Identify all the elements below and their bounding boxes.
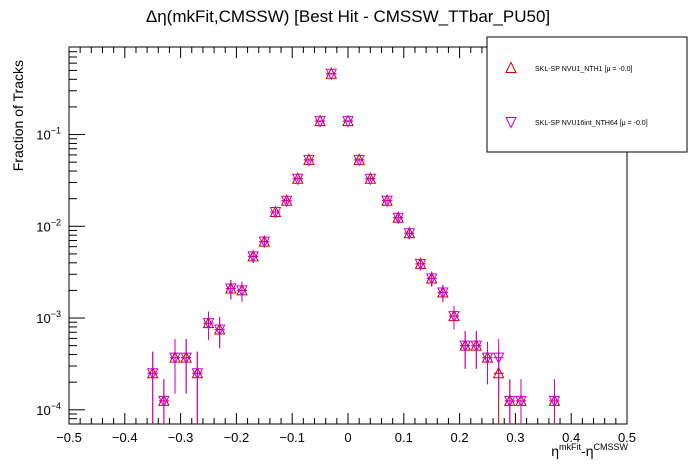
data-point: [448, 311, 460, 323]
x-tick-label: 0.2: [451, 430, 469, 445]
x-tick-label: 0.5: [618, 430, 636, 445]
y-tick-label: 10−1: [36, 126, 61, 143]
data-point: [158, 395, 170, 408]
legend: SKL-SP NVU1_NTH1 [μ = -0.0] SKL-SP NVU16i…: [486, 36, 688, 153]
data-point: [470, 340, 483, 353]
data-point: [146, 368, 159, 380]
data-point: [269, 207, 282, 219]
y-axis-ticks: 10−4 10−3 10−2 10−1: [36, 46, 85, 425]
data-point: [202, 318, 215, 330]
data-point: [213, 324, 226, 337]
legend-marker: [505, 61, 517, 73]
data-point: [258, 236, 271, 249]
data-point: [225, 283, 237, 296]
data-point: [548, 395, 561, 408]
y-tick-label: 10−3: [36, 309, 61, 326]
x-tick-label: −0.3: [168, 430, 194, 445]
data-point: [353, 154, 365, 167]
series-2: [146, 68, 561, 424]
x-tick-label: 0.4: [562, 430, 580, 445]
data-series-layer: [146, 67, 561, 424]
x-axis-ticks: −0.5 −0.4 −0.3 −0.2 −0.1 0 0.1 0.2 0.3 0.4 0.5: [56, 47, 636, 445]
data-point: [381, 195, 393, 208]
x-axis-label: ηmkFit-ηCMSSW: [551, 442, 628, 459]
data-point: [459, 340, 471, 353]
data-point: [414, 258, 427, 271]
legend-marker: [505, 117, 517, 129]
x-tick-label: 0.3: [506, 430, 524, 445]
data-point: [291, 173, 304, 186]
data-point: [247, 251, 259, 263]
y-tick-label: 10−2: [36, 217, 61, 234]
legend-box: [486, 36, 688, 153]
chart-title: Δη(mkFit,CMSSW) [Best Hit - CMSSW_TTbar_…: [146, 7, 550, 26]
x-tick-label: 0.1: [395, 430, 413, 445]
y-axis-label: Fraction of Tracks: [10, 60, 26, 171]
data-point: [515, 395, 527, 408]
x-tick-label: −0.2: [224, 430, 250, 445]
data-point: [236, 285, 248, 298]
legend-label: SKL-SP NVU1_NTH1 [μ = -0.0]: [535, 66, 633, 73]
data-point: [169, 352, 181, 365]
x-tick-label: −0.5: [56, 430, 82, 445]
x-tick-label: −0.1: [279, 430, 305, 445]
data-point: [492, 352, 505, 365]
data-point: [325, 68, 338, 81]
data-point: [425, 273, 438, 286]
data-point: [342, 116, 354, 128]
y-tick-label: 10−4: [36, 401, 61, 418]
x-tick-label: 0: [344, 430, 351, 445]
x-tick-label: −0.4: [112, 430, 138, 445]
data-point: [392, 212, 405, 225]
data-point: [191, 368, 204, 380]
legend-label: SKL-SP NVU16int_NTH64 [μ = -0.0]: [535, 120, 648, 127]
data-point: [364, 173, 377, 186]
data-point: [403, 228, 416, 240]
data-point: [303, 154, 315, 167]
data-point: [314, 116, 326, 128]
data-point: [437, 287, 449, 300]
data-point: [280, 195, 293, 208]
data-point: [481, 352, 494, 365]
data-point: [180, 352, 192, 365]
data-point: [504, 395, 516, 408]
